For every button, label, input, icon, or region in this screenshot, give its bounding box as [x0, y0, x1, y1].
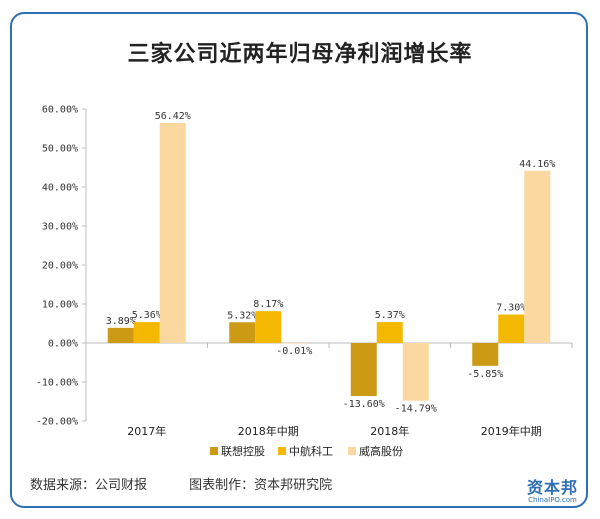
logo-name: 资本邦 [526, 478, 578, 497]
data-label: -5.85% [467, 369, 503, 380]
data-label: -14.79% [395, 404, 437, 415]
data-label: -13.60% [343, 399, 385, 410]
brand-logo: 资本邦 ChinaIPO.com [527, 474, 578, 504]
y-tick-label: -10.00% [36, 378, 78, 389]
x-category-label: 2018年中期 [238, 424, 299, 438]
y-tick-label: 20.00% [42, 261, 78, 272]
y-tick-label: 10.00% [42, 300, 78, 311]
y-tick-label: 0.00% [48, 339, 78, 350]
data-label: 8.17% [253, 299, 283, 310]
chart-title: 三家公司近两年归母净利润增长率 [127, 42, 473, 67]
data-label: 56.42% [155, 111, 191, 122]
data-source: 数据来源：公司财报 [30, 478, 148, 493]
y-tick-label: 50.00% [42, 144, 78, 155]
legend-swatch [278, 447, 286, 455]
bar [498, 314, 525, 343]
y-tick-label: 30.00% [42, 222, 78, 233]
data-label: 3.89% [106, 316, 136, 327]
legend-label: 中航科工 [289, 444, 333, 458]
data-label: 7.30% [496, 303, 526, 314]
bar [524, 170, 551, 343]
logo-url: ChinaIPO.com [528, 496, 577, 504]
bar [281, 343, 308, 344]
legend-swatch [348, 447, 356, 455]
legend-label: 威高股份 [359, 444, 403, 458]
data-label: 5.36% [132, 310, 162, 321]
x-category-label: 2019年中期 [481, 424, 542, 438]
bar [376, 322, 403, 343]
data-label: 5.37% [375, 310, 405, 321]
chart-maker: 图表制作：资本邦研究院 [189, 478, 333, 493]
data-label: -0.01% [276, 346, 312, 357]
bar [255, 311, 282, 343]
bar [472, 343, 499, 366]
footer: 数据来源：公司财报 图表制作：资本邦研究院 [30, 474, 370, 493]
data-label: 44.16% [519, 159, 555, 170]
bar [159, 122, 186, 343]
x-category-label: 2018年 [370, 424, 409, 438]
chart-card [10, 12, 588, 508]
bar [133, 322, 160, 343]
y-tick-label: -20.00% [36, 417, 78, 428]
bar [229, 322, 256, 343]
bar [402, 343, 429, 401]
y-tick-label: 40.00% [42, 183, 78, 194]
x-category-label: 2017年 [127, 424, 166, 438]
legend-swatch [210, 447, 218, 455]
y-tick-label: 60.00% [42, 105, 78, 116]
bar [350, 343, 377, 397]
legend-label: 联想控股 [221, 444, 265, 458]
bar [107, 327, 134, 343]
data-label: 5.32% [227, 310, 257, 321]
